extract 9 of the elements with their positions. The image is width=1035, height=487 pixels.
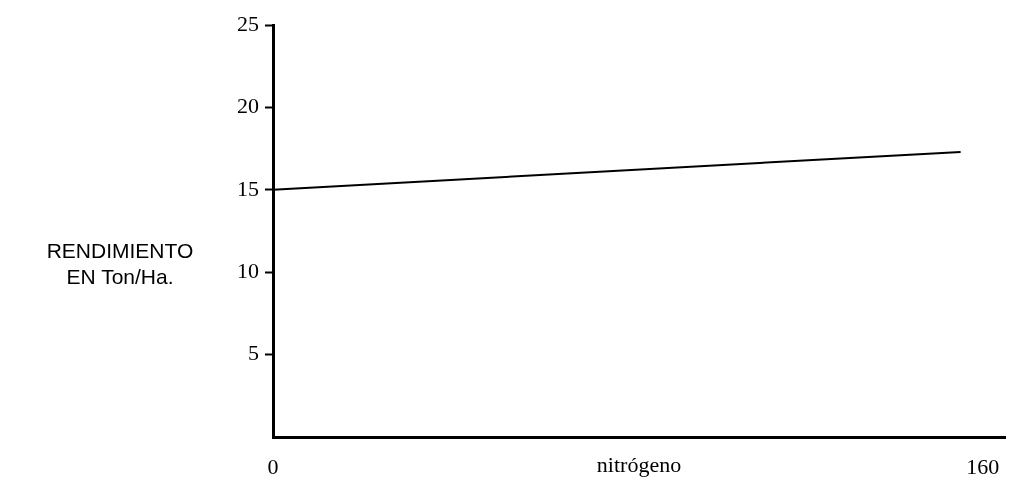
y-tick-label: 10 (237, 257, 259, 283)
y-axis-title: RENDIMIENTO EN Ton/Ha. (46, 238, 194, 288)
x-tick-label: 0 (267, 453, 279, 479)
y-tick-label: 15 (237, 175, 259, 201)
x-axis-title: nitrógeno (596, 451, 682, 477)
y-tick-label: 5 (248, 340, 259, 366)
y-tick-label: 25 (237, 10, 259, 36)
y-tick-label: 20 (237, 93, 259, 119)
x-tick-label: 160 (966, 453, 1000, 479)
